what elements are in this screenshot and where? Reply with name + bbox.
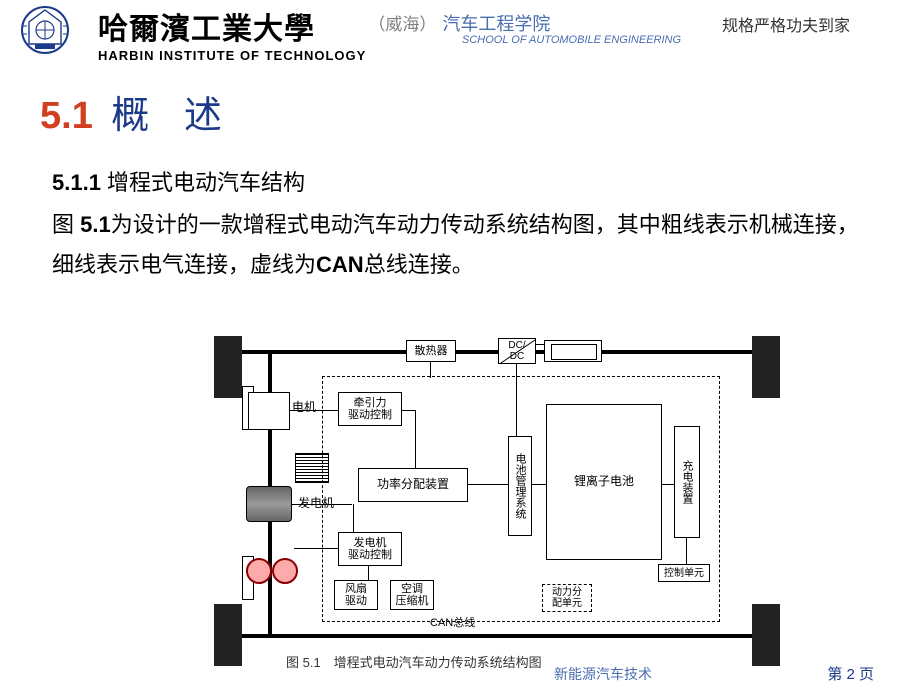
wire xyxy=(353,504,354,532)
generator-icon xyxy=(246,486,292,522)
dcdc-box: DC/ DC xyxy=(498,338,536,364)
subsection-number: 5.1.1 xyxy=(52,170,101,195)
power-mgmt-unit-box: 动力分 配单元 xyxy=(542,584,592,612)
axle-rear xyxy=(242,634,752,638)
p1-b: 5.1 xyxy=(80,212,111,237)
wheel-rear-left xyxy=(214,604,242,666)
university-name-cn: 哈爾濱工業大學 xyxy=(98,4,366,48)
ac-compressor-box: 空调 压缩机 xyxy=(390,580,434,610)
university-name-en: HARBIN INSTITUTE OF TECHNOLOGY xyxy=(98,48,366,63)
section-number: 5.1 xyxy=(40,95,93,137)
wire xyxy=(662,484,674,485)
aux-battery-box xyxy=(544,340,602,362)
power-dist-box: 功率分配装置 xyxy=(358,468,468,502)
traction-control-box: 牵引力 驱动控制 xyxy=(338,392,402,426)
control-unit-box: 控制单元 xyxy=(658,564,710,582)
wire xyxy=(290,410,338,411)
figure-caption: 图 5.1 增程式电动汽车动力传动系统结构图 xyxy=(286,652,542,671)
link-bl xyxy=(242,634,268,638)
wire xyxy=(415,410,416,468)
wheel-rear-right xyxy=(752,604,780,666)
link-tl xyxy=(242,350,268,354)
wheel-front-left xyxy=(214,336,242,398)
link-br xyxy=(738,634,752,638)
wire xyxy=(468,484,508,485)
wire xyxy=(292,504,352,505)
wheel-front-right xyxy=(752,336,780,398)
can-bus-label: CAN总线 xyxy=(430,614,475,630)
university-logo xyxy=(10,4,80,56)
p1-d: CAN xyxy=(316,252,364,277)
motor-icon xyxy=(295,453,329,483)
radiator-box: 散热器 xyxy=(406,340,456,362)
wire xyxy=(532,484,546,485)
wire xyxy=(430,362,431,378)
p1-a: 图 xyxy=(52,212,80,237)
course-name: 新能源汽车技术 xyxy=(554,664,652,684)
wire xyxy=(402,410,416,411)
wire xyxy=(456,352,498,353)
subsection-text: 增程式电动汽车结构 xyxy=(101,170,305,195)
generator-drive-box: 发电机 驱动控制 xyxy=(338,532,402,566)
paragraph-1: 图 5.1为设计的一款增程式电动汽车动力传动系统结构图，其中粗线表示机械连接，细… xyxy=(52,205,876,284)
link-tr xyxy=(738,350,752,354)
school-name-cn: 汽车工程学院 xyxy=(442,10,550,36)
wire xyxy=(368,566,369,580)
wire xyxy=(686,538,687,564)
subsection-heading: 5.1.1 增程式电动汽车结构 xyxy=(52,165,920,197)
generator-label: 发电机 xyxy=(298,494,334,511)
liion-battery-box: 锂离子电池 xyxy=(546,404,662,560)
figure-5-1: 电机 发电机 散热器 DC/ DC 牵引力 驱动控制 功率分配装置 发电机 驱动… xyxy=(206,336,786,666)
wire xyxy=(536,344,544,345)
charger-box: 充电装置 xyxy=(674,426,700,538)
wire xyxy=(516,364,517,436)
fan-drive-box: 风扇 驱动 xyxy=(334,580,378,610)
slide-header: 哈爾濱工業大學 HARBIN INSTITUTE OF TECHNOLOGY （… xyxy=(0,0,920,56)
wire xyxy=(294,548,338,549)
campus-weihai: （威海） xyxy=(368,10,436,35)
section-label: 概 述 xyxy=(111,95,234,137)
university-motto: 规格严格功夫到家 xyxy=(722,12,850,36)
section-title: 5.1 概 述 xyxy=(40,84,920,139)
motor-label: 电机 xyxy=(292,398,316,415)
page-number: 第 2 页 xyxy=(827,663,874,684)
school-name-en: SCHOOL OF AUTOMOBILE ENGINEERING xyxy=(462,34,681,46)
p1-e: 总线连接。 xyxy=(364,252,474,277)
university-name-block: 哈爾濱工業大學 HARBIN INSTITUTE OF TECHNOLOGY xyxy=(98,4,366,63)
motor-block xyxy=(248,392,290,430)
engine-icon xyxy=(242,550,298,600)
bms-box: 电池管理系统 xyxy=(508,436,532,536)
